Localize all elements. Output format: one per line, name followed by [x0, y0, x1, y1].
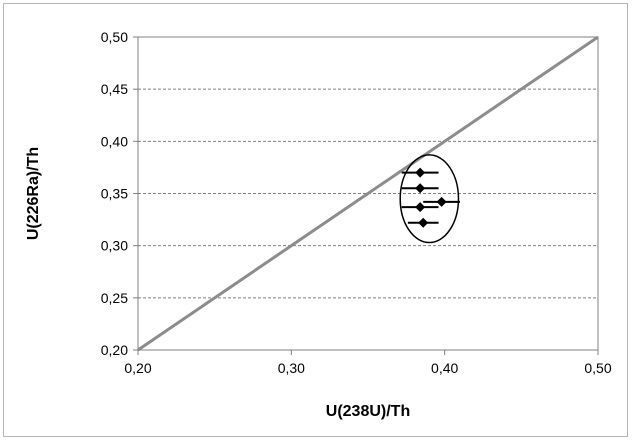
y-tick-label: 0,50	[101, 29, 128, 45]
data-point	[415, 167, 426, 178]
x-axis-title: U(238U)/Th	[326, 403, 410, 420]
x-tick-label: 0,40	[431, 360, 458, 376]
chart-frame	[3, 3, 628, 437]
y-axis-title: U(226Ra)/Th	[25, 147, 42, 240]
y-tick-label: 0,40	[101, 133, 128, 149]
equiline	[137, 35, 599, 352]
data-point	[415, 183, 426, 194]
y-tick-label: 0,25	[101, 290, 128, 306]
data-point	[415, 202, 426, 213]
y-tick-label: 0,45	[101, 81, 128, 97]
y-tick-label: 0,30	[101, 238, 128, 254]
data-point	[418, 217, 429, 228]
y-tick-labels: 0,20 0,25 0,30 0,35 0,40 0,45 0,50	[101, 29, 128, 358]
ellipse-group	[399, 154, 460, 244]
y-tick-label: 0,20	[101, 342, 128, 358]
x-tick-label: 0,50	[584, 360, 611, 376]
x-tick-labels: 0,20 0,30 0,40 0,50	[124, 360, 611, 376]
data-point	[436, 196, 447, 207]
ellipse-outline	[399, 154, 460, 244]
data-points	[401, 167, 460, 228]
y-tick-label: 0,35	[101, 186, 128, 202]
x-tick-label: 0,20	[124, 360, 151, 376]
equiline-group	[137, 35, 599, 352]
plot-area	[137, 36, 599, 351]
x-tick-label: 0,30	[278, 360, 305, 376]
